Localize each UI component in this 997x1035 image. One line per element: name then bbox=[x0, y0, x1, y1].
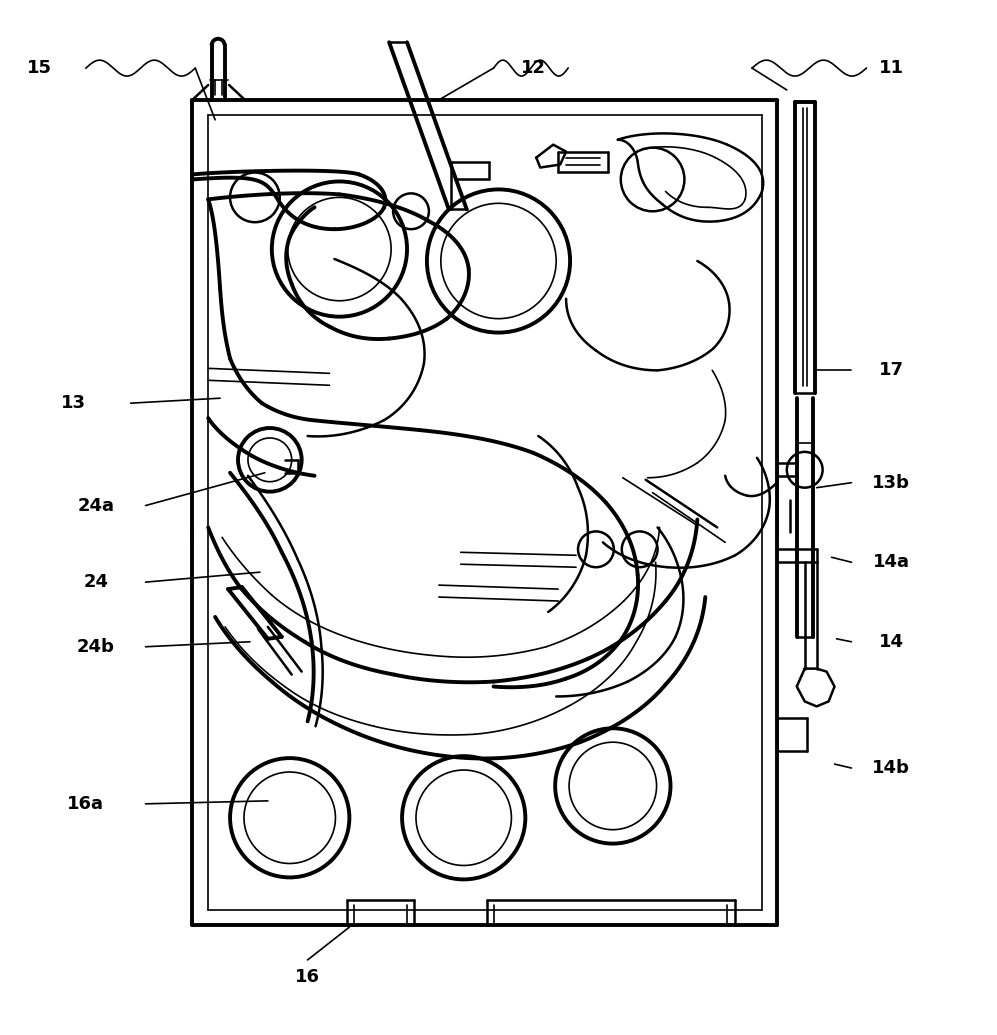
Text: 24a: 24a bbox=[78, 497, 115, 514]
Text: 14b: 14b bbox=[872, 759, 910, 777]
Text: 12: 12 bbox=[520, 59, 545, 78]
Text: 11: 11 bbox=[878, 59, 903, 78]
Text: 13: 13 bbox=[61, 394, 86, 412]
Text: 16a: 16a bbox=[68, 795, 105, 812]
Text: 24b: 24b bbox=[77, 638, 115, 656]
Text: 14: 14 bbox=[878, 632, 903, 651]
Text: 24: 24 bbox=[84, 573, 109, 591]
Text: 14a: 14a bbox=[872, 554, 909, 571]
Text: 17: 17 bbox=[878, 361, 903, 380]
Text: 15: 15 bbox=[27, 59, 52, 78]
Text: 16: 16 bbox=[295, 968, 320, 985]
Text: 13b: 13b bbox=[872, 474, 910, 492]
